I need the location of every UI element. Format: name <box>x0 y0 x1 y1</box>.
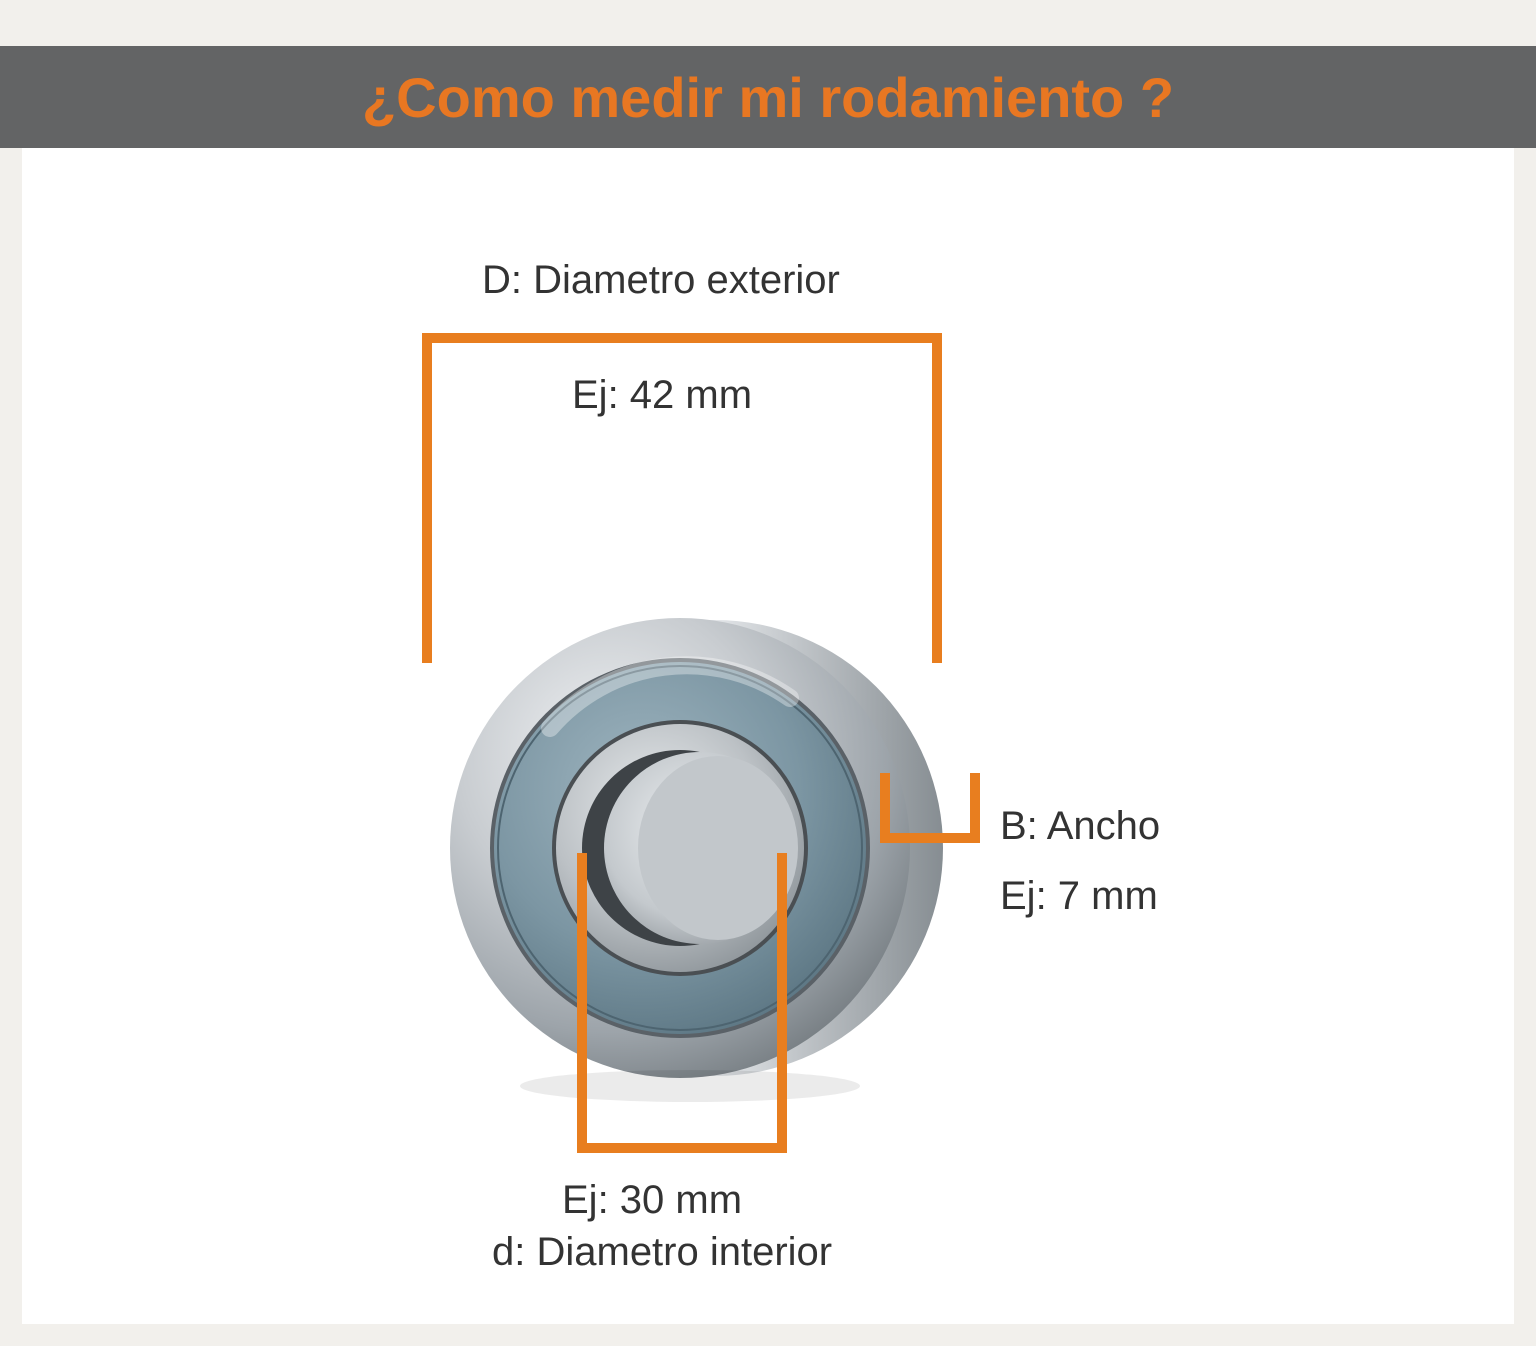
content-area: D: Diametro exterior Ej: 42 mm <box>22 148 1514 1324</box>
width-example: Ej: 7 mm <box>1000 874 1158 919</box>
width-bracket <box>880 768 980 848</box>
header-bar: ¿Como medir mi rodamiento ? <box>0 46 1536 148</box>
inner-diameter-example: Ej: 30 mm <box>562 1178 742 1223</box>
inner-diameter-bracket <box>577 848 787 1158</box>
page-title: ¿Como medir mi rodamiento ? <box>362 65 1174 130</box>
inner-diameter-label: d: Diametro interior <box>492 1230 832 1275</box>
outer-diameter-label: D: Diametro exterior <box>482 258 840 303</box>
width-label: B: Ancho <box>1000 804 1160 849</box>
